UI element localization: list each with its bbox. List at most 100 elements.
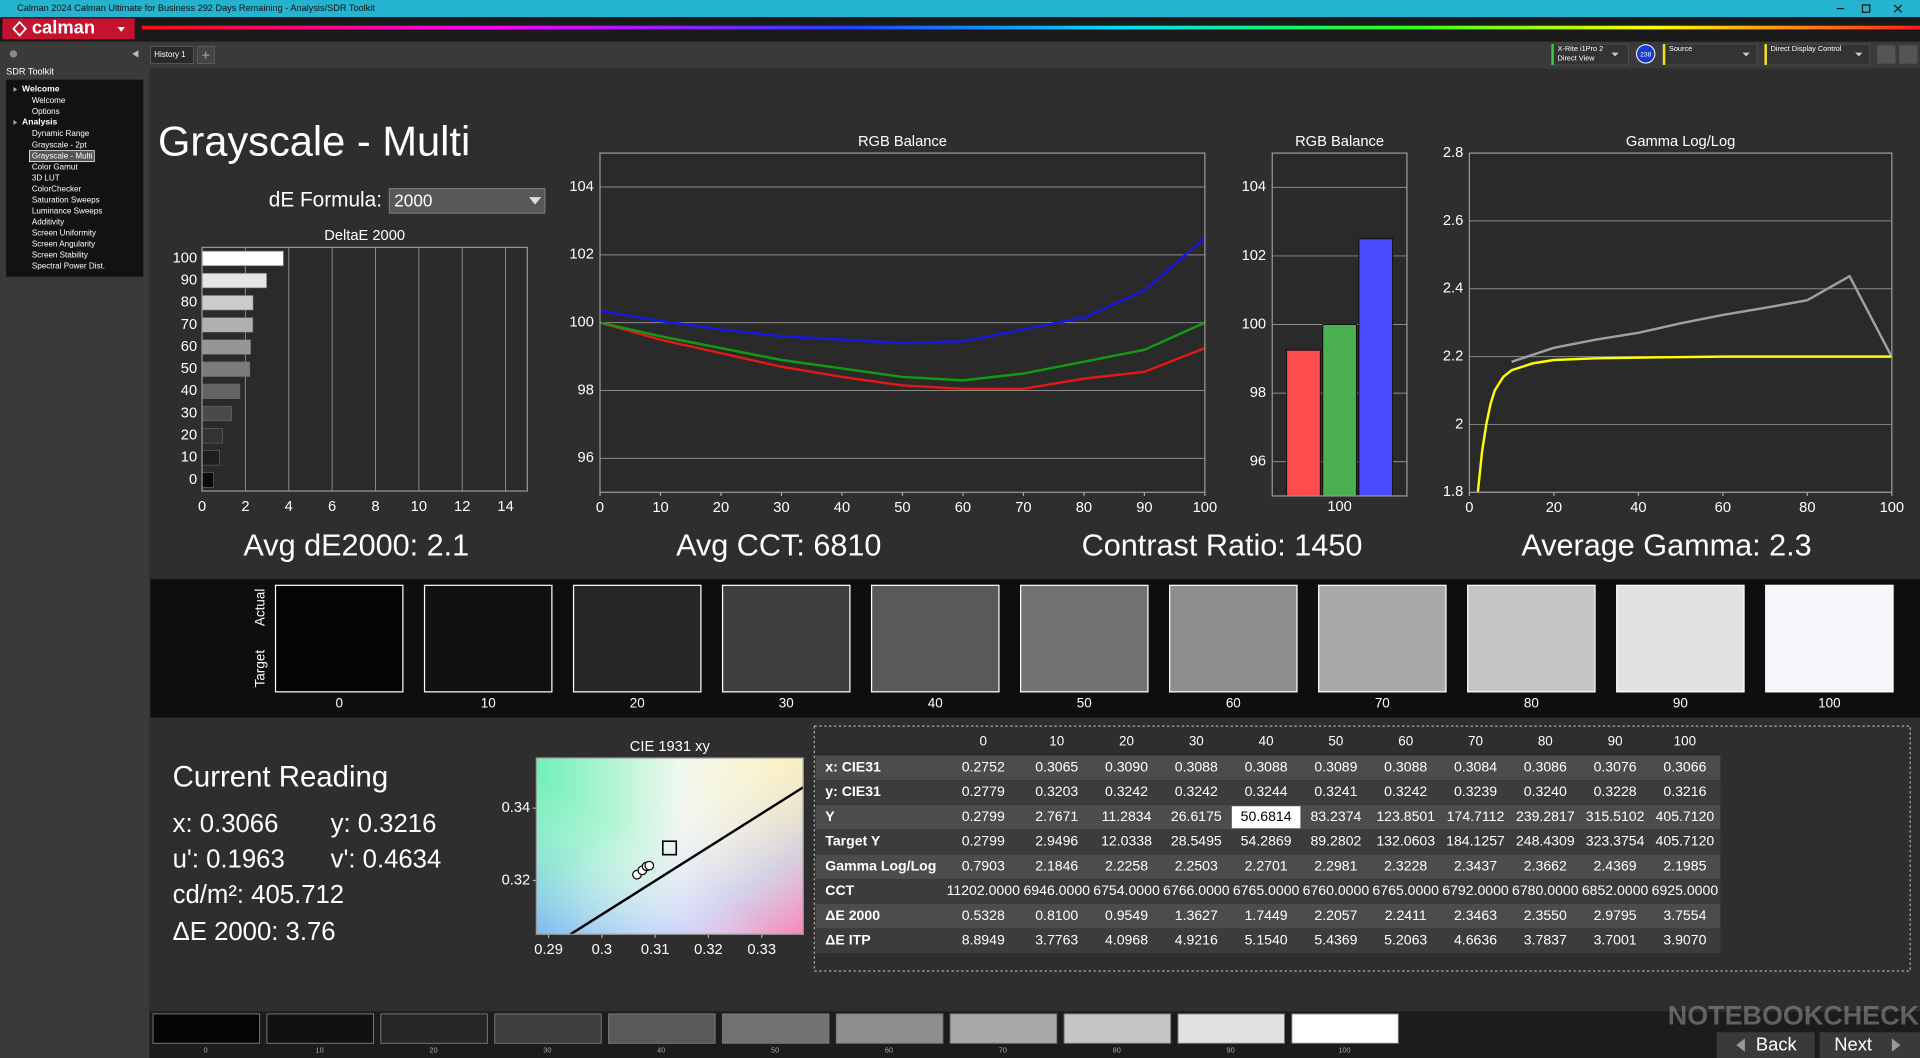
row-label: y: CIE31 [825, 783, 881, 799]
patch-button[interactable] [1177, 1013, 1285, 1044]
patch-button[interactable] [266, 1013, 374, 1044]
chart-title: RGB Balance [1295, 134, 1384, 150]
logo-arrow [117, 26, 125, 32]
table-cell: 0.2779 [962, 783, 1005, 799]
bar [1322, 324, 1357, 497]
tree-item[interactable]: Spectral Power Dist. [32, 261, 105, 270]
tree-item[interactable]: Luminance Sweeps [32, 206, 103, 215]
x-tick-label: 10 [411, 499, 427, 515]
y-tick-label: 0.34 [502, 800, 531, 816]
badge-label: 238 [1640, 51, 1651, 58]
row-label: Target Y [825, 833, 881, 849]
table-cell: 2.3437 [1454, 857, 1497, 873]
table-cell: 2.3228 [1384, 857, 1427, 873]
reading-item: ΔE 2000: 3.76 [173, 918, 336, 946]
help-button[interactable] [1899, 45, 1918, 64]
chart-title: DeltaE 2000 [324, 228, 405, 244]
close-icon[interactable] [1893, 4, 1903, 13]
y-tick-label: 102 [569, 247, 594, 263]
settings-button[interactable] [1877, 45, 1896, 64]
table-cell: 11202.0000 [947, 882, 1021, 898]
reading-item: cd/m²: 405.712 [173, 881, 344, 909]
table-cell: 2.3550 [1524, 907, 1567, 923]
x-tick-label: 2 [241, 499, 249, 515]
panel-icon[interactable] [9, 50, 18, 58]
x-tick-label: 100 [1193, 500, 1218, 516]
tree-item[interactable]: Grayscale - Multi [32, 151, 93, 160]
y-tick-label: 2.2 [1443, 348, 1463, 364]
swatch-label: 40 [928, 696, 943, 711]
y-tick-label: 2.6 [1443, 213, 1463, 229]
table-header: 20 [1119, 734, 1134, 749]
next-button[interactable] [1819, 1032, 1920, 1058]
next-arrow [1891, 1038, 1901, 1052]
table-cell: 2.2411 [1385, 907, 1427, 923]
tree-item[interactable]: ColorChecker [32, 184, 82, 193]
patch-button[interactable] [494, 1013, 602, 1044]
x-tick-label: 8 [371, 499, 379, 515]
patch-button[interactable] [721, 1013, 830, 1044]
bar [201, 405, 232, 422]
table-cell: 2.1985 [1663, 857, 1706, 873]
y-tick-label: 2 [1455, 416, 1463, 432]
tree-item[interactable]: Options [32, 107, 60, 116]
table-row [815, 903, 1721, 929]
tree-item[interactable]: Welcome [32, 96, 66, 105]
table-cell: 3.7001 [1594, 932, 1637, 948]
meter-accent [1551, 44, 1554, 65]
tree-group[interactable]: Analysis [22, 117, 57, 127]
x-tick-label: 6 [328, 499, 336, 515]
table-cell: 0.3086 [1524, 758, 1567, 774]
table-cell: 2.7671 [1035, 808, 1078, 824]
swatch [423, 584, 553, 693]
tree-item[interactable]: Saturation Sweeps [32, 195, 100, 204]
tree-item[interactable]: Dynamic Range [32, 129, 90, 138]
tab[interactable] [150, 46, 194, 65]
tree-item[interactable]: Screen Angularity [32, 239, 96, 248]
table-header: 40 [1259, 734, 1274, 749]
tree-selection [29, 150, 95, 163]
tree-group[interactable]: Welcome [22, 84, 60, 94]
x-tick-label: 90 [1136, 500, 1152, 516]
collapse-arrow[interactable] [132, 50, 139, 58]
watermark: NOTEBOOKCHECK [1668, 1001, 1920, 1031]
source-label: Source [1669, 44, 1692, 53]
table-cell: 2.9795 [1594, 907, 1637, 923]
table-cell: 248.4309 [1516, 833, 1575, 849]
table-cell: 0.3239 [1454, 783, 1497, 799]
maximize-icon[interactable] [1861, 4, 1871, 13]
back-button[interactable] [1716, 1032, 1815, 1058]
patch-button[interactable] [608, 1013, 716, 1044]
table-cell: 50.6814 [1241, 808, 1292, 824]
tree-expander [13, 120, 18, 125]
swatch [1169, 584, 1298, 693]
table-cell: 2.2701 [1245, 857, 1288, 873]
patch-button[interactable] [949, 1013, 1058, 1044]
tree-item[interactable]: Screen Stability [32, 250, 89, 259]
patch-button[interactable] [152, 1013, 261, 1044]
cell-highlight [1231, 806, 1301, 829]
tree-item[interactable]: Screen Uniformity [32, 228, 97, 237]
tree-expander [13, 86, 18, 92]
x-tick-label: 80 [1076, 500, 1092, 516]
table-cell: 6925.0000 [1652, 882, 1719, 898]
swatch [1765, 584, 1894, 693]
x-tick-label: 80 [1799, 500, 1815, 516]
y-tick-label: 0.32 [502, 872, 531, 888]
patch-button[interactable] [835, 1013, 944, 1044]
patch-button[interactable] [1063, 1013, 1172, 1044]
x-tick-label: 60 [955, 500, 971, 516]
patch-button[interactable] [1291, 1013, 1399, 1044]
table-cell: 5.2063 [1384, 932, 1427, 948]
tree-item[interactable]: Grayscale - 2pt [32, 140, 88, 149]
tree-item[interactable]: Color Gamut [32, 162, 79, 171]
formula-dropdown[interactable] [388, 187, 546, 214]
patch-button[interactable] [380, 1013, 488, 1044]
tree-item[interactable]: 3D LUT [32, 173, 60, 182]
table-cell: 132.0603 [1376, 833, 1435, 849]
logo-box[interactable] [2, 18, 135, 40]
tree-item[interactable]: Additivity [32, 217, 65, 226]
x-tick-label: 60 [1715, 500, 1731, 516]
table-cell: 4.6636 [1454, 932, 1497, 948]
row-label: CCT [825, 882, 854, 898]
